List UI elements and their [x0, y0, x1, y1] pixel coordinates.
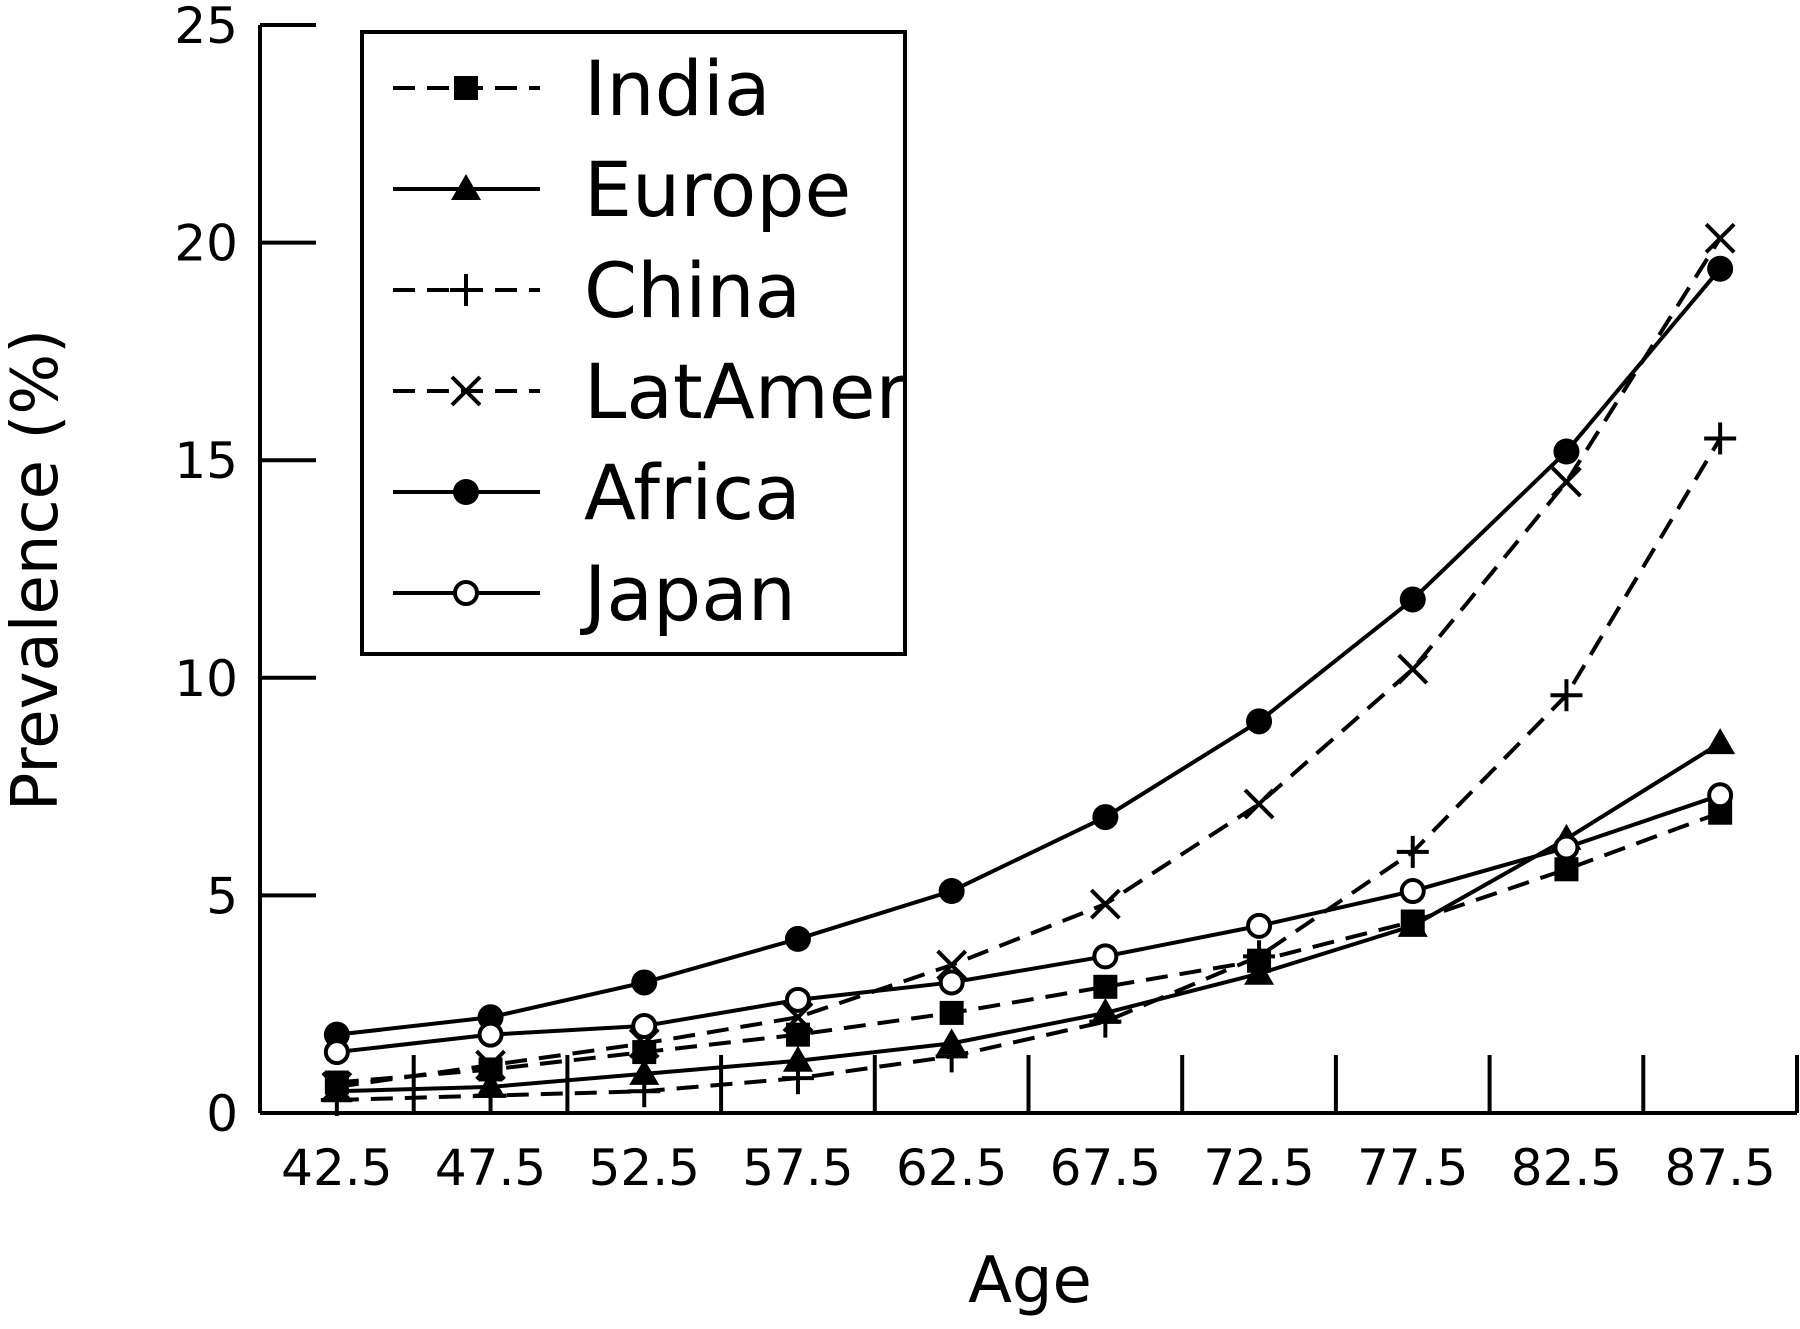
- data-point-africa: [631, 969, 658, 996]
- series-line-latamer: [336, 237, 1722, 1089]
- x-tick-label: 52.5: [589, 1139, 700, 1197]
- data-point-africa: [938, 878, 965, 905]
- legend-item-japan: Japan: [393, 549, 796, 638]
- data-point-europe: [1397, 910, 1428, 937]
- x-tick-label: 87.5: [1664, 1139, 1775, 1197]
- data-point-latamer: [321, 1071, 353, 1103]
- x-tick-label: 42.5: [281, 1139, 392, 1197]
- series-line-china: [336, 437, 1722, 1102]
- series-line-india: [336, 810, 1721, 1085]
- series-japan: [323, 782, 1734, 1066]
- y-axis-title: Prevalence (%): [0, 329, 73, 811]
- legend-marker-africa: [453, 479, 479, 505]
- x-tick-label: 67.5: [1050, 1139, 1161, 1197]
- y-tick-label: 0: [206, 1085, 238, 1143]
- series-india: [324, 800, 1733, 1095]
- data-point-china: [1396, 835, 1429, 868]
- y-tick-label: 15: [174, 432, 238, 490]
- legend-marker-china: [450, 274, 482, 306]
- axes: 0 5 10 15 20 25 42.5 47.5 52.5 57.5 62.5 67.5 72.5 77…: [174, 0, 1799, 1197]
- legend-item-india: India: [393, 44, 771, 133]
- legend-marker-latamer: [450, 375, 482, 407]
- series-europe: [321, 728, 1736, 1103]
- data-point-china: [628, 1075, 661, 1108]
- legend-item-europe: Europe: [393, 145, 851, 234]
- data-point-africa: [1092, 804, 1119, 831]
- data-point-japan: [1246, 912, 1273, 939]
- data-point-china: [1704, 422, 1737, 455]
- x-tick-label: 72.5: [1203, 1139, 1314, 1197]
- data-point-japan: [1399, 878, 1426, 905]
- legend-item-china: China: [393, 246, 801, 335]
- data-point-japan: [323, 1039, 350, 1066]
- data-point-africa: [1553, 438, 1580, 465]
- legend-label-china: China: [584, 246, 801, 335]
- data-point-japan: [1707, 782, 1734, 809]
- series-line-japan: [336, 793, 1721, 1055]
- legend-box: [360, 30, 907, 656]
- series-line-africa: [336, 267, 1722, 1037]
- series-layer: [320, 222, 1737, 1116]
- legend-marker-europe: [451, 174, 481, 200]
- data-point-china: [781, 1062, 814, 1095]
- data-point-africa: [784, 925, 811, 952]
- legend-marker-india: [454, 76, 478, 100]
- legend-item-africa: Africa: [393, 448, 801, 537]
- data-point-china: [1089, 1005, 1122, 1038]
- data-point-india: [939, 1000, 964, 1025]
- data-point-india: [1093, 974, 1118, 999]
- data-point-japan: [1092, 943, 1119, 970]
- data-point-japan: [784, 986, 811, 1013]
- x-tick-label: 82.5: [1511, 1139, 1622, 1197]
- legend-label-india: India: [584, 44, 771, 133]
- data-point-japan: [477, 1021, 504, 1048]
- legend: India Europe China LatAmer Africa Japan: [360, 30, 907, 656]
- data-point-japan: [938, 969, 965, 996]
- data-point-latamer: [1551, 466, 1582, 498]
- data-point-china: [1550, 679, 1583, 712]
- data-point-europe: [1705, 728, 1736, 755]
- data-point-latamer: [1704, 222, 1736, 254]
- data-point-japan: [1553, 834, 1580, 861]
- x-tick-label: 62.5: [896, 1139, 1007, 1197]
- x-tick-label: 47.5: [435, 1139, 546, 1197]
- data-point-latamer: [1397, 653, 1429, 685]
- data-point-latamer: [475, 1049, 506, 1081]
- legend-marker-japan: [453, 580, 479, 606]
- legend-label-africa: Africa: [584, 448, 801, 537]
- data-point-latamer: [1243, 788, 1275, 820]
- y-tick-label: 20: [174, 215, 238, 273]
- data-point-africa: [1246, 708, 1273, 735]
- data-point-india: [1554, 857, 1579, 882]
- data-point-china: [474, 1079, 507, 1112]
- legend-label-latamer: LatAmer: [584, 347, 907, 436]
- data-point-china: [1243, 940, 1276, 973]
- data-point-latamer: [1089, 888, 1121, 920]
- x-axis-title: Age: [968, 1244, 1092, 1318]
- legend-item-latamer: LatAmer: [393, 347, 907, 436]
- x-tick-label: 57.5: [742, 1139, 853, 1197]
- data-point-europe: [782, 1045, 813, 1072]
- y-tick-label: 5: [206, 867, 238, 925]
- data-point-africa: [1399, 586, 1426, 613]
- y-tick-label: 25: [174, 0, 238, 55]
- legend-label-japan: Japan: [580, 549, 796, 638]
- data-point-china: [935, 1040, 968, 1073]
- y-tick-label: 10: [174, 650, 238, 708]
- data-point-japan: [631, 1012, 658, 1039]
- legend-label-europe: Europe: [584, 145, 851, 234]
- series-line-europe: [336, 741, 1722, 1094]
- x-tick-label: 77.5: [1357, 1139, 1468, 1197]
- data-point-europe: [629, 1058, 660, 1085]
- data-point-africa: [1707, 255, 1734, 282]
